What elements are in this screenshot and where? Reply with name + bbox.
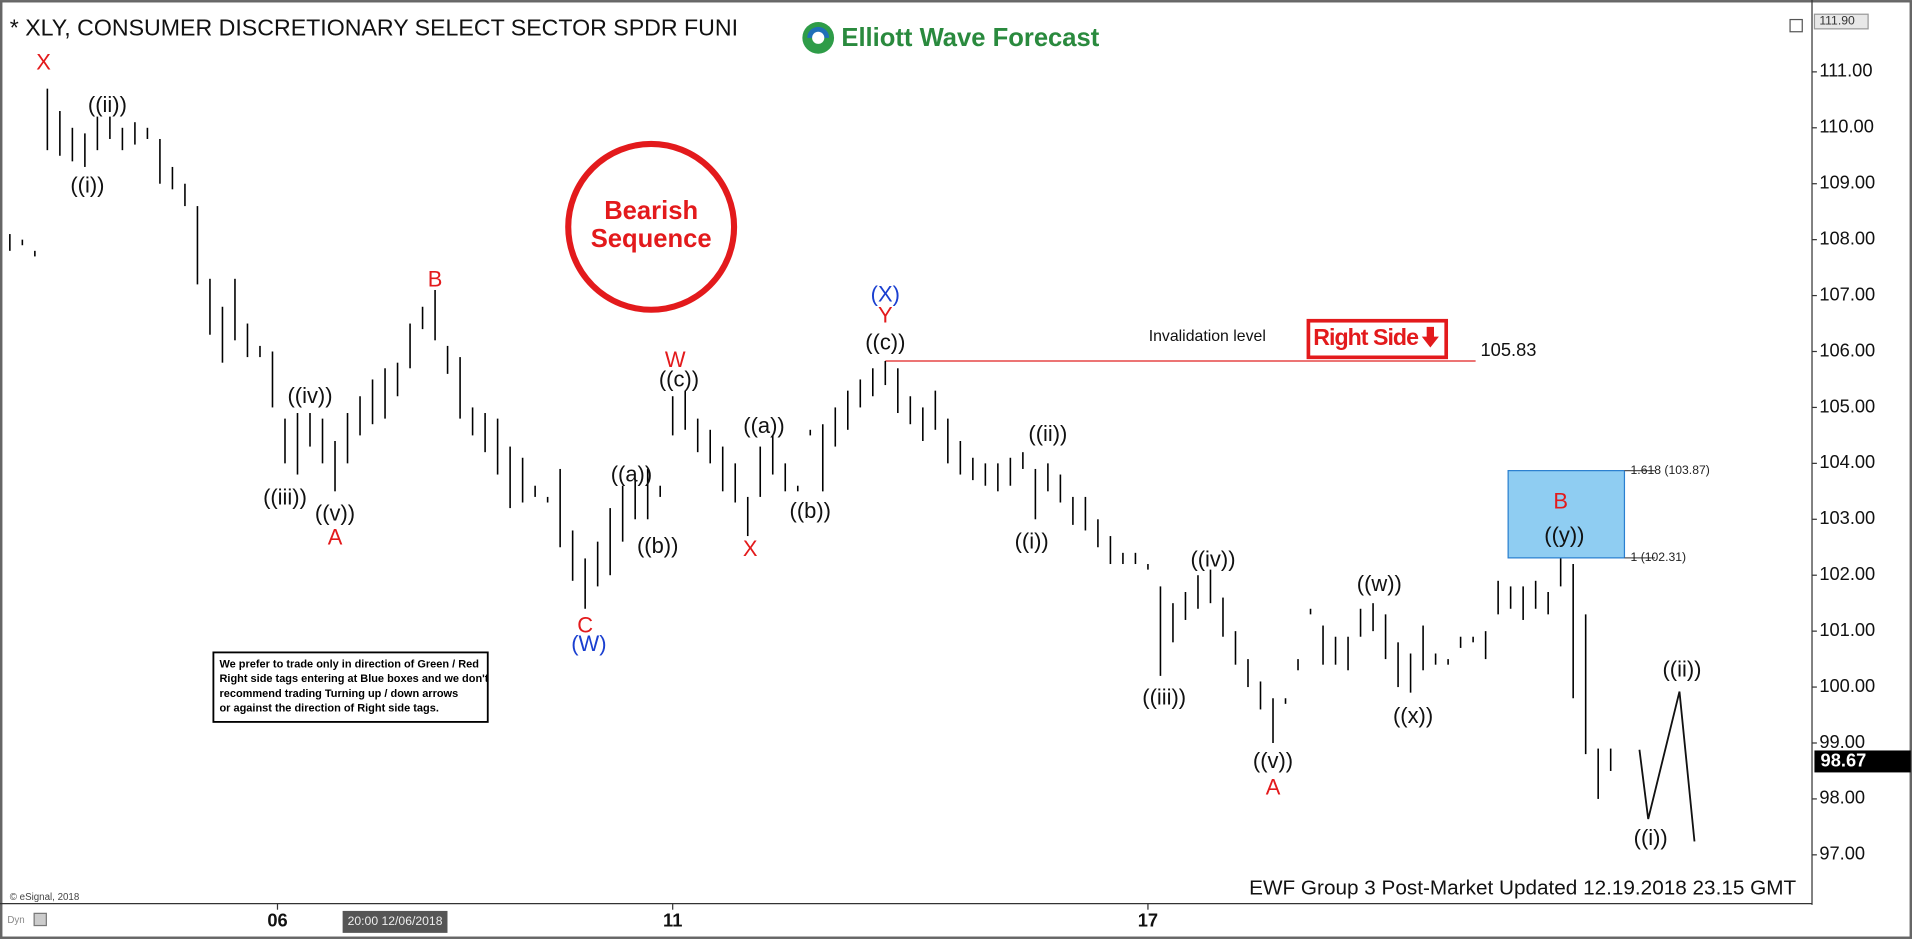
wave-label: A [1266, 775, 1281, 800]
y-tick-label: 102.00 [1819, 563, 1875, 584]
right-side-tag: Right Side [1306, 318, 1449, 360]
invalidation-label: Invalidation level [1149, 328, 1266, 345]
badge-text: Bearish [604, 197, 698, 225]
note-frame [212, 651, 489, 723]
y-tick-label: 108.00 [1819, 227, 1875, 248]
bearish-badge: Bearish Sequence [565, 140, 738, 313]
logo: Elliott Wave Forecast [802, 21, 1100, 54]
logo-icon [812, 31, 825, 44]
wave-label: ((v)) [315, 501, 355, 526]
wave-label: ((b)) [790, 498, 831, 523]
badge-circle [565, 140, 738, 313]
y-tick-label: 110.00 [1819, 116, 1874, 137]
cursor-box [342, 910, 448, 933]
wave-label: ((c)) [865, 329, 905, 354]
wave-label: ((a)) [743, 413, 784, 438]
wave-label: ((ii)) [1028, 421, 1067, 446]
badge-text: Sequence [591, 225, 712, 253]
y-tick-label: 103.00 [1819, 507, 1875, 528]
down-arrow [1421, 326, 1439, 348]
y-tick-label: 104.00 [1819, 451, 1875, 472]
chart-title: * XLY, CONSUMER DISCRETIONARY SELECT SEC… [10, 14, 738, 40]
note-line: or against the direction of Right side t… [219, 702, 438, 714]
wave-label: A [328, 525, 343, 550]
cursor-label: 20:00 12/06/2018 [348, 914, 443, 928]
wave-label: ((v)) [1253, 748, 1293, 773]
x-tick-label: 06 [267, 910, 287, 931]
last-price-box [1814, 750, 1911, 773]
y-tick-label: 99.00 [1819, 731, 1865, 752]
mode-label: Dyn [7, 915, 24, 926]
wave-label: B [428, 266, 443, 291]
wave-label: W [665, 347, 686, 372]
wave-label: ((iii)) [263, 484, 307, 509]
wave-label: ((i)) [70, 172, 104, 197]
wave-label: ((iv)) [1190, 546, 1235, 571]
wave-label: (X) [871, 281, 900, 306]
y-tick-label: 97.00 [1819, 843, 1865, 864]
wave-label: ((a)) [611, 461, 652, 486]
note-line: Right side tags entering at Blue boxes a… [219, 673, 488, 685]
last-price-label: 98.67 [1821, 749, 1867, 770]
footer: EWF Group 3 Post-Market Updated 12.19.20… [1249, 876, 1796, 899]
tag-text: Right Side [1313, 324, 1419, 350]
wave-label: B [1553, 488, 1568, 513]
wave-label: ((c)) [659, 366, 699, 391]
blue-box [1507, 470, 1626, 559]
projection-line [1638, 691, 1696, 842]
tag-box [1306, 318, 1449, 360]
wave-label: (W) [571, 631, 606, 656]
wave-label: ((ii)) [1662, 657, 1701, 682]
note-box: We prefer to trade only in direction of … [212, 651, 489, 723]
fib-label: 1.618 (103.87) [1631, 463, 1710, 477]
wave-label: ((ii)) [88, 92, 127, 117]
high-tag-label: 111.90 [1819, 14, 1855, 28]
x-tick-label: 17 [1138, 910, 1158, 931]
y-tick-label: 98.00 [1819, 787, 1865, 808]
wave-label: ((iv)) [287, 383, 332, 408]
y-tick-label: 100.00 [1819, 675, 1875, 696]
y-tick-label: 107.00 [1819, 283, 1875, 304]
wave-label: X [36, 49, 51, 74]
invalidation-value: 105.83 [1480, 339, 1536, 360]
wave-label: ((iii)) [1142, 685, 1186, 710]
wave-label: ((i)) [1015, 529, 1049, 554]
y-tick-label: 109.00 [1819, 172, 1875, 193]
wave-label: ((x)) [1393, 703, 1433, 728]
y-tick-label: 111.00 [1819, 60, 1872, 81]
note-line: recommend trading Turning up / down arro… [219, 688, 458, 700]
wave-label: X [743, 536, 758, 561]
wave-label: ((y)) [1544, 522, 1584, 547]
copyright: © eSignal, 2018 [10, 892, 80, 903]
note-line: We prefer to trade only in direction of … [219, 658, 478, 670]
wave-label: ((i)) [1634, 825, 1668, 850]
y-tick-label: 105.00 [1819, 395, 1875, 416]
wave-label: Y [878, 303, 893, 328]
wave-label: ((w)) [1357, 571, 1402, 596]
wave-label: C [577, 612, 593, 637]
window-icon [1789, 18, 1803, 33]
wave-label: ((b)) [637, 533, 678, 558]
x-tick-label: 11 [663, 910, 682, 931]
y-tick-label: 101.00 [1819, 619, 1875, 640]
fib-label: 1 (102.31) [1631, 550, 1687, 564]
mode-icon [33, 912, 47, 927]
y-tick-label: 106.00 [1819, 339, 1875, 360]
high-tag-box [1813, 13, 1869, 30]
logo-text: Elliott Wave Forecast [841, 24, 1099, 52]
